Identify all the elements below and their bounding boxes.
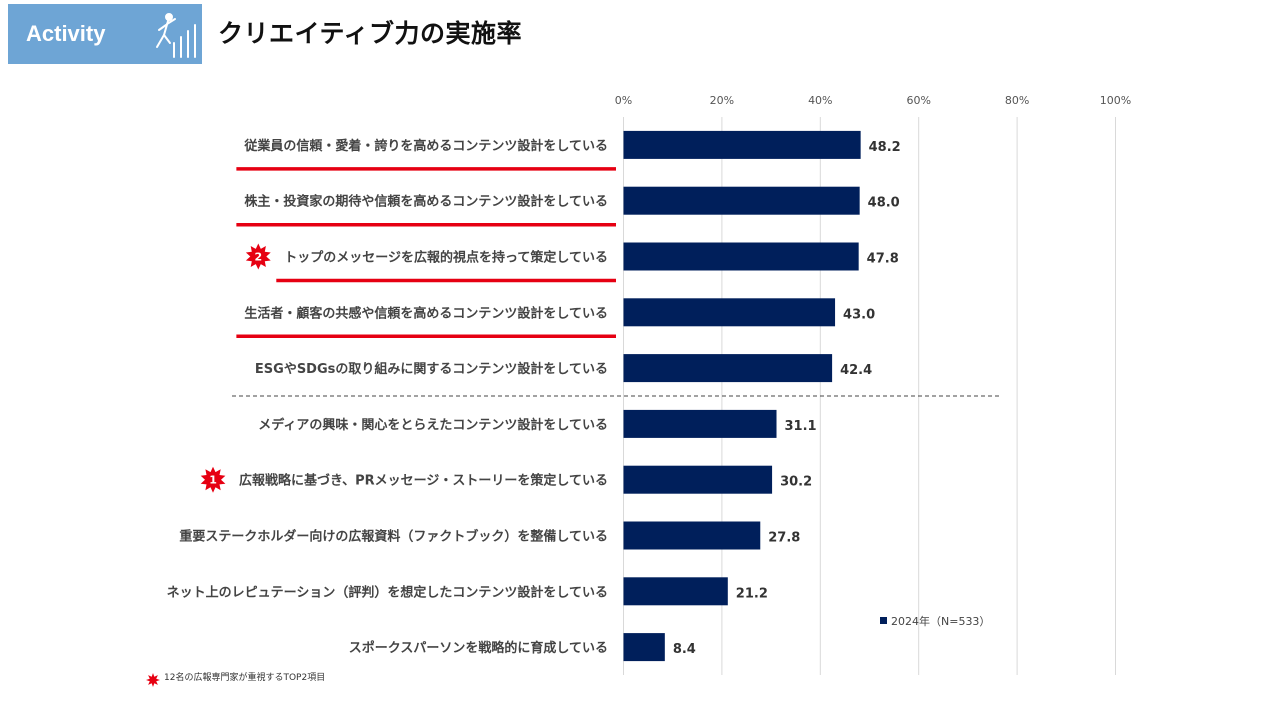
legend-swatch	[880, 617, 887, 624]
climbing-stairs-icon	[156, 13, 196, 58]
category-label: ESGやSDGsの取り組みに関するコンテンツ設計をしている	[255, 361, 608, 377]
x-tick-label: 100%	[1100, 94, 1131, 107]
category-label: スポークスパーソンを戦略的に育成している	[349, 640, 608, 656]
rank-number: 2	[254, 251, 262, 264]
bar	[623, 298, 836, 327]
bar	[623, 242, 859, 271]
data-label: 48.2	[869, 140, 901, 155]
bar	[623, 465, 773, 494]
x-tick-label: 0%	[615, 94, 632, 107]
data-label: 43.0	[843, 307, 875, 322]
category-label: 生活者・顧客の共感や信頼を高めるコンテンツ設計をしている	[244, 305, 608, 321]
bar	[623, 409, 777, 438]
data-label: 21.2	[736, 586, 768, 601]
footnote-text: 12名の広報専門家が重視するTOP2項目	[164, 671, 325, 683]
category-label: メディアの興味・関心をとらえたコンテンツ設計をしている	[258, 417, 608, 433]
bar	[623, 521, 761, 550]
legend-label: 2024年（N=533）	[891, 614, 990, 628]
x-tick-label: 20%	[710, 94, 734, 107]
data-label: 48.0	[868, 196, 900, 211]
bar	[623, 130, 861, 159]
bar	[623, 186, 860, 215]
bar	[623, 354, 833, 383]
data-label: 47.8	[867, 252, 899, 267]
x-tick-label: 40%	[808, 94, 832, 107]
category-label: 広報戦略に基づき、PRメッセージ・ストーリーを策定している	[239, 473, 608, 489]
activity-tag: Activity	[8, 4, 202, 64]
bar	[623, 577, 728, 606]
page-title: クリエイティブ力の実施率	[218, 19, 523, 48]
x-tick-label: 80%	[1005, 94, 1029, 107]
category-label: ネット上のレピュテーション（評判）を想定したコンテンツ設計をしている	[167, 584, 608, 600]
category-label: トップのメッセージを広報的視点を持って策定している	[284, 250, 608, 266]
footnote-star-icon	[146, 673, 160, 687]
category-label: 従業員の信頼・愛着・誇りを高めるコンテンツ設計をしている	[243, 138, 608, 154]
data-label: 8.4	[673, 642, 696, 657]
rank-number: 1	[209, 474, 217, 487]
category-label: 株主・投資家の期待や信頼を高めるコンテンツ設計をしている	[244, 194, 608, 210]
data-label: 31.1	[785, 419, 817, 434]
x-tick-label: 60%	[906, 94, 930, 107]
rank-star-icon	[245, 243, 271, 270]
category-label: 重要ステークホルダー向けの広報資料（ファクトブック）を整備している	[179, 529, 608, 545]
data-label: 30.2	[780, 475, 812, 490]
bar	[623, 633, 665, 662]
activity-tag-label: Activity	[26, 21, 106, 46]
rank-star-icon	[200, 466, 226, 493]
data-label: 42.4	[840, 363, 872, 378]
data-label: 27.8	[768, 531, 800, 546]
